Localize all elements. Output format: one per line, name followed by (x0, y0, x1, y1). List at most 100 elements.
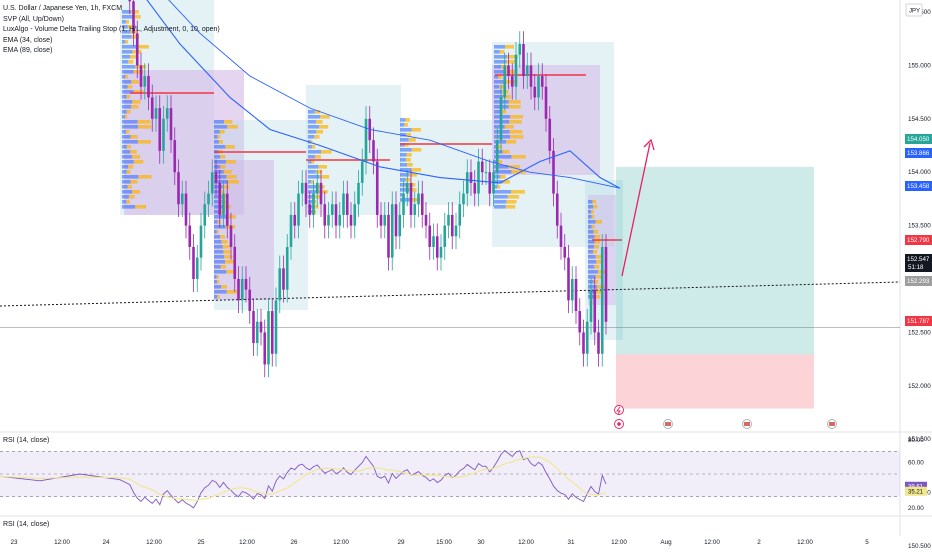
ema89-indicator-label[interactable]: EMA (89, close) (3, 47, 53, 54)
candle-body[interactable] (143, 76, 147, 87)
candle-body[interactable] (604, 246, 608, 322)
candle-body[interactable] (360, 161, 364, 183)
candle-body[interactable] (237, 279, 240, 301)
candle-body[interactable] (300, 182, 304, 194)
candle-body[interactable] (128, 0, 132, 2)
candle-body[interactable] (454, 225, 458, 237)
long-position-stop-zone[interactable] (616, 354, 814, 409)
candle-body[interactable] (390, 204, 394, 258)
rsi-ma-line[interactable] (0, 456, 607, 501)
candle-body[interactable] (465, 172, 469, 194)
candle-body[interactable] (304, 182, 308, 205)
candle-body[interactable] (473, 182, 477, 194)
candle-body[interactable] (244, 279, 248, 290)
candle-body[interactable] (484, 172, 488, 174)
candle-body[interactable] (357, 182, 360, 205)
candle-body[interactable] (574, 279, 578, 312)
candle-body[interactable] (147, 76, 150, 98)
candle-body[interactable] (278, 268, 282, 301)
candle-body[interactable] (525, 65, 529, 77)
candle-body[interactable] (499, 97, 503, 141)
candle-body[interactable] (563, 246, 567, 258)
ema34-indicator-label[interactable]: EMA (34, close) (3, 36, 53, 44)
candle-body[interactable] (585, 321, 589, 354)
candle-body[interactable] (417, 193, 420, 205)
candle-body[interactable] (297, 193, 300, 226)
candle-body[interactable] (435, 236, 439, 258)
rsi-line[interactable] (0, 449, 607, 509)
candle-body[interactable] (285, 246, 289, 290)
candle-body[interactable] (173, 140, 177, 173)
candle-body[interactable] (255, 321, 259, 344)
candle-body[interactable] (207, 193, 210, 205)
ema89-line[interactable] (140, 0, 621, 189)
lightning-icon[interactable] (614, 405, 624, 415)
candle-body[interactable] (480, 161, 484, 173)
candle-body[interactable] (570, 279, 574, 301)
flag-us-icon[interactable] (663, 419, 673, 429)
ema34-line[interactable] (140, 0, 621, 189)
candle-body[interactable] (552, 150, 555, 194)
candle-body[interactable] (518, 44, 522, 55)
candle-body[interactable] (420, 193, 424, 215)
price-tag[interactable] (905, 235, 932, 245)
candle-body[interactable] (308, 204, 312, 215)
candle-body[interactable] (492, 172, 495, 194)
candle-body[interactable] (439, 246, 443, 258)
candle-body[interactable] (462, 193, 465, 205)
candle-body[interactable] (263, 332, 267, 365)
candle-body[interactable] (413, 204, 417, 215)
symbol-title[interactable]: U.S. Dollar / Japanese Yen, 1h, FXCM (3, 5, 123, 12)
candle-body[interactable] (507, 65, 510, 77)
long-position-target-zone[interactable] (616, 166, 814, 355)
flag-jp-icon[interactable] (614, 419, 624, 429)
candle-body[interactable] (165, 108, 169, 119)
candle-body[interactable] (578, 311, 582, 333)
candle-body[interactable] (529, 65, 533, 87)
candle-body[interactable] (364, 118, 368, 162)
candle-body[interactable] (327, 214, 330, 226)
candle-body[interactable] (293, 214, 297, 226)
candle-body[interactable] (162, 118, 165, 151)
candle-body[interactable] (195, 257, 199, 279)
candle-body[interactable] (222, 193, 225, 215)
candle-body[interactable] (398, 214, 402, 237)
candle-body[interactable] (192, 246, 195, 279)
candle-body[interactable] (233, 246, 237, 279)
candle-body[interactable] (312, 193, 315, 215)
candle-body[interactable] (353, 204, 357, 226)
svp-indicator-label[interactable]: SVP (All, Up/Down) (3, 15, 64, 23)
candle-body[interactable] (540, 76, 544, 87)
candle-body[interactable] (240, 279, 244, 301)
candle-body[interactable] (338, 214, 342, 226)
candle-body[interactable] (274, 300, 278, 354)
candle-body[interactable] (289, 214, 293, 247)
candle-body[interactable] (345, 193, 349, 215)
candle-body[interactable] (203, 204, 207, 226)
rsi2-legend[interactable]: RSI (14, close) (3, 521, 50, 528)
price-tag[interactable] (905, 148, 932, 158)
candle-body[interactable] (537, 76, 540, 98)
price-tag[interactable] (905, 181, 932, 191)
candle-body[interactable] (334, 204, 338, 226)
candle-body[interactable] (447, 214, 450, 226)
candle-body[interactable] (180, 193, 184, 205)
luxalgo-indicator-label[interactable]: LuxAlgo - Volume Delta Trailing Stop (1,… (3, 26, 220, 33)
candle-body[interactable] (495, 140, 499, 173)
candle-body[interactable] (375, 161, 379, 215)
currency-badge[interactable] (905, 3, 923, 17)
candle-body[interactable] (135, 33, 139, 66)
candle-body[interactable] (582, 332, 585, 354)
rsi-value-tag[interactable] (905, 481, 927, 491)
candle-body[interactable] (458, 204, 462, 226)
candle-body[interactable] (522, 44, 525, 77)
candle-body[interactable] (229, 225, 233, 247)
candle-body[interactable] (218, 182, 222, 215)
candle-body[interactable] (503, 65, 507, 98)
rsi1-legend[interactable]: RSI (14, close) (3, 437, 50, 444)
candle-body[interactable] (589, 289, 593, 322)
candle-body[interactable] (548, 118, 552, 151)
candle-body[interactable] (394, 204, 398, 237)
candle-body[interactable] (600, 246, 604, 354)
